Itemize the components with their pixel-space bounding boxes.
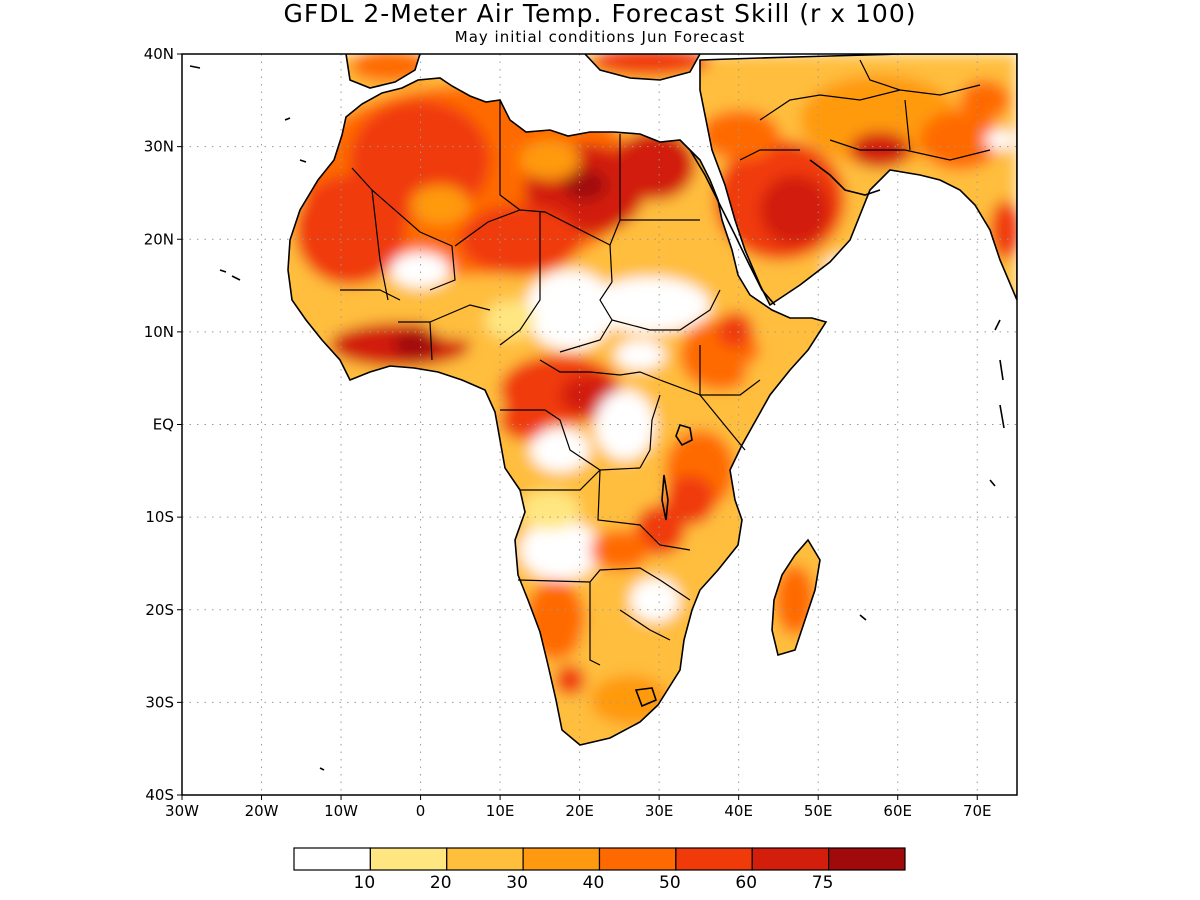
y-tick-label: 20N xyxy=(144,230,174,248)
colorbar-swatch xyxy=(598,847,677,871)
colorbar-swatch xyxy=(828,847,906,871)
x-tick-label: 10W xyxy=(324,802,358,820)
y-tick-label: 10S xyxy=(145,508,174,526)
chart-title: GFDL 2-Meter Air Temp. Forecast Skill (r… xyxy=(283,0,917,28)
x-tick-label: 10E xyxy=(486,802,515,820)
colorbar-swatch xyxy=(369,847,448,871)
coastlines xyxy=(189,54,1017,771)
x-tick-label: 50E xyxy=(804,802,833,820)
colorbar-swatch xyxy=(675,847,753,871)
colorbar-swatch xyxy=(293,847,371,871)
x-tick-label: 30E xyxy=(645,802,674,820)
y-tick-label: 40N xyxy=(144,45,174,63)
colorbar-label: 75 xyxy=(812,873,834,893)
x-tick-label: 40E xyxy=(724,802,753,820)
colorbar-swatch xyxy=(446,847,524,871)
y-tick-label: 10N xyxy=(144,323,174,341)
chart-subtitle: May initial conditions Jun Forecast xyxy=(454,28,746,46)
y-tick-label: 40S xyxy=(145,786,174,804)
y-tick-label: 20S xyxy=(145,601,174,619)
colorbar: 10 20 30 40 50 60 75 xyxy=(293,847,906,893)
colorbar-swatch xyxy=(522,847,601,871)
x-tick-label: 20W xyxy=(245,802,279,820)
y-tick-label: EQ xyxy=(153,416,174,434)
x-axis: 30W 20W 10W 0 10E 20E 30E 40E 50E 60E 70E xyxy=(165,795,992,820)
x-tick-label: 60E xyxy=(883,802,912,820)
y-tick-label: 30S xyxy=(145,693,174,711)
colorbar-swatch xyxy=(751,847,830,871)
country-borders xyxy=(340,59,991,666)
colorbar-label: 10 xyxy=(354,873,376,893)
x-tick-label: 30W xyxy=(165,802,199,820)
colorbar-label: 20 xyxy=(430,873,452,893)
x-tick-label: 20E xyxy=(565,802,594,820)
y-tick-label: 30N xyxy=(144,138,174,156)
colorbar-label: 30 xyxy=(506,873,528,893)
colorbar-label: 40 xyxy=(583,873,605,893)
y-axis: 40N 30N 20N 10N EQ 10S 20S 30S 40S xyxy=(144,45,182,804)
colorbar-label: 60 xyxy=(735,873,757,893)
colorbar-label: 50 xyxy=(659,873,681,893)
x-tick-label: 0 xyxy=(416,802,426,820)
x-tick-label: 70E xyxy=(963,802,992,820)
